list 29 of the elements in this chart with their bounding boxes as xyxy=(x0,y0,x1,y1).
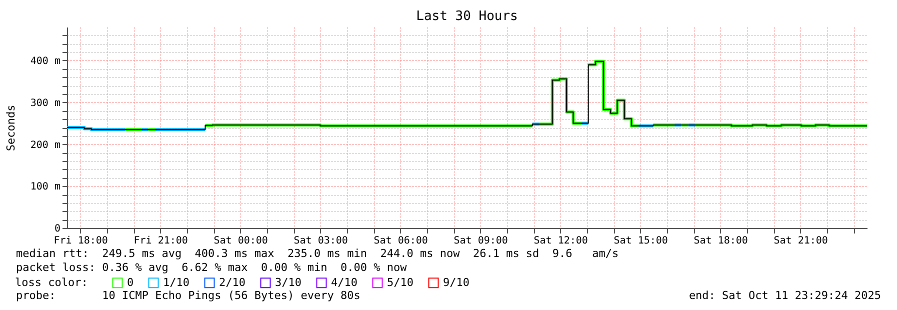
x-tick-label: Sat 18:00 xyxy=(694,236,748,246)
legend-label: 5/10 xyxy=(387,276,414,289)
x-tick-label: Sat 03:00 xyxy=(294,236,348,246)
legend-label: 2/10 xyxy=(219,276,246,289)
legend-label: 0 xyxy=(127,276,134,289)
x-tick-label: Sat 12:00 xyxy=(534,236,588,246)
text: packet loss: 0.36 % avg 6.62 % max 0.00 % min 0.00 % now xyxy=(16,261,407,274)
y-axis-title: Seconds xyxy=(4,104,18,152)
x-tick-label: Sat 00:00 xyxy=(214,236,268,246)
y-tick-label: 100 m xyxy=(30,182,60,193)
legend-title: loss color: xyxy=(15,276,88,289)
x-tick-label: Sat 09:00 xyxy=(454,236,508,246)
x-tick-label: Sat 15:00 xyxy=(614,236,668,246)
x-tick-label: Sat 06:00 xyxy=(374,236,428,246)
y-tick-label: 300 m xyxy=(30,98,60,109)
x-tick-label: Fri 18:00 xyxy=(54,236,108,246)
x-tick-label: Fri 21:00 xyxy=(134,236,188,246)
y-tick-label: 0 xyxy=(54,224,60,234)
x-tick-label: Sat 21:00 xyxy=(774,236,828,246)
legend-label: 1/10 xyxy=(163,276,190,289)
chart-title: Last 30 Hours xyxy=(416,9,518,24)
text: probe: 10 ICMP Echo Pings (56 Bytes) every 80s xyxy=(16,289,360,302)
legend-label: 4/10 xyxy=(331,276,358,289)
legend-label: 9/10 xyxy=(443,276,470,289)
y-tick-label: 200 m xyxy=(30,140,60,151)
text: median rtt: 249.5 ms avg 400.3 ms max 235.0 ms min 244.0 ms now 26.1 ms sd 9.6 am/s xyxy=(16,247,619,260)
legend-label: 3/10 xyxy=(275,276,302,289)
y-tick-label: 400 m xyxy=(30,56,60,67)
text: end: Sat Oct 11 23:29:24 2025 xyxy=(688,289,881,302)
